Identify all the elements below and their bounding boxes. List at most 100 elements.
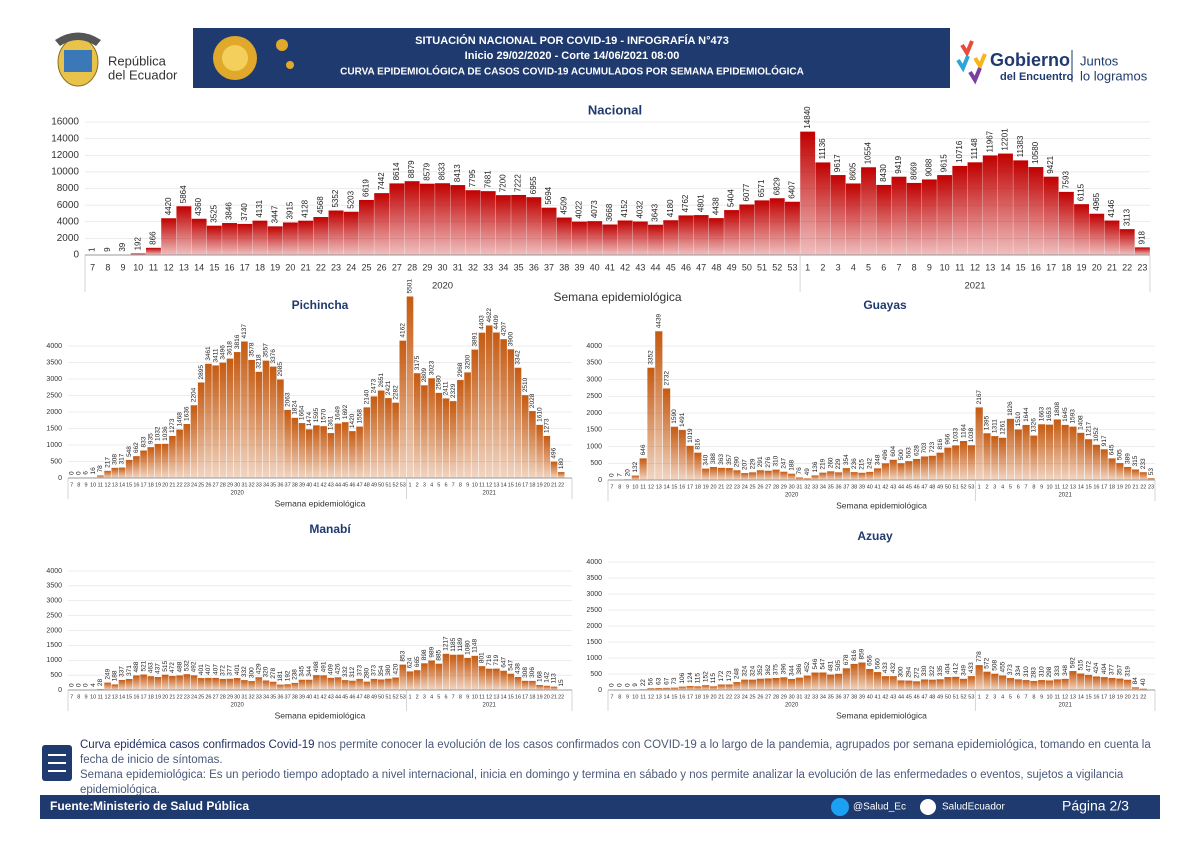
bar	[464, 657, 471, 690]
note-icon	[42, 745, 72, 781]
bar	[928, 679, 936, 690]
value-label: 14840	[803, 106, 812, 129]
x-tick-label: 24	[742, 484, 748, 490]
bar	[891, 176, 907, 255]
bar	[205, 363, 212, 478]
value-label: 500	[898, 449, 905, 460]
x-tick-label: 6	[1017, 694, 1020, 700]
bar	[815, 162, 831, 255]
bar	[442, 398, 450, 478]
value-label: 332	[342, 666, 349, 677]
bar	[975, 407, 983, 480]
value-label: 505	[835, 660, 842, 671]
value-label: 716	[486, 654, 493, 665]
y-tick-label: 2500	[46, 392, 62, 399]
bar	[686, 686, 694, 690]
bar	[237, 223, 253, 255]
x-tick-label: 38	[851, 694, 857, 700]
bar	[905, 680, 913, 690]
bar	[169, 675, 176, 690]
bar	[670, 687, 679, 690]
x-tick-label: 10	[1046, 694, 1052, 700]
value-label: 9	[103, 247, 112, 252]
twitter[interactable]: @Salud_Ec	[853, 802, 906, 813]
bar	[936, 452, 944, 480]
bar	[741, 473, 749, 480]
value-label: 4801	[696, 194, 705, 212]
x-tick-label: 45	[906, 694, 912, 700]
bar	[788, 473, 796, 480]
bar	[1131, 469, 1140, 480]
bar	[1084, 439, 1093, 480]
x-tick-label: 19	[1077, 262, 1087, 272]
x-tick-label: 34	[263, 482, 269, 488]
source-label: Fuente:	[50, 799, 93, 813]
x-tick-label: 34	[263, 694, 269, 700]
x-tick-label: 32	[804, 484, 810, 490]
y-tick-label: 12000	[51, 150, 79, 161]
bar	[435, 183, 450, 255]
bar	[702, 685, 710, 690]
x-tick-label: 20	[1092, 262, 1102, 272]
y-tick-label: 3500	[586, 360, 602, 367]
bar	[648, 224, 663, 255]
bar	[881, 463, 890, 480]
x-tick-label: 33	[256, 482, 262, 488]
x-tick-label: 50	[945, 484, 951, 490]
value-label: 2473	[371, 379, 378, 394]
bar	[233, 352, 241, 478]
bar	[913, 681, 921, 690]
value-label: 16	[90, 467, 97, 475]
bar	[1100, 449, 1108, 480]
x-tick-label: 9	[1040, 694, 1043, 700]
value-label: 315	[1132, 455, 1139, 466]
bar	[146, 247, 161, 255]
x-tick-label: 23	[734, 694, 740, 700]
header-banner	[193, 28, 950, 88]
value-label: 624	[407, 657, 414, 668]
x-tick-label: 22	[726, 694, 732, 700]
value-label: 9419	[894, 155, 903, 173]
x-tick-label: 22	[177, 482, 183, 488]
value-label: 6115	[1077, 183, 1086, 201]
x-tick-label: 7	[896, 262, 901, 272]
x-tick-label: 31	[241, 482, 247, 488]
x-tick-label: 40	[590, 262, 600, 272]
value-label: 322	[929, 665, 936, 676]
x-tick-label: 30	[789, 694, 795, 700]
value-label: 2895	[198, 365, 205, 380]
x-tick-label: 11	[98, 694, 104, 700]
bar	[819, 472, 827, 480]
x-tick-label: 9	[1040, 484, 1043, 490]
x-tick-label: 15	[126, 482, 132, 488]
value-label: 371	[126, 665, 133, 676]
y-tick-label: 1000	[586, 443, 602, 450]
x-tick-label: 21	[301, 262, 311, 272]
bar	[709, 686, 718, 690]
x-tick-label: 35	[828, 694, 834, 700]
bar	[298, 220, 314, 255]
bar	[944, 677, 952, 690]
y-tick-label: 0	[73, 250, 79, 261]
x-tick-label: 26	[757, 694, 763, 700]
bar	[724, 210, 740, 255]
facebook[interactable]: SaludEcuador	[942, 802, 1005, 813]
bar	[356, 678, 363, 690]
value-label: 7681	[483, 170, 492, 188]
bar	[298, 679, 306, 690]
y-tick-label: 3000	[46, 598, 62, 605]
bar	[529, 411, 536, 478]
x-tick-label: 24	[346, 262, 356, 272]
value-label: 207	[741, 459, 748, 470]
x-tick-label: 16	[679, 484, 685, 490]
bar	[421, 385, 428, 478]
y-tick-label: 3500	[46, 359, 62, 366]
value-label: 424	[1093, 662, 1100, 673]
bar	[830, 175, 846, 255]
bar	[1061, 424, 1069, 480]
x-tick-label: 10	[472, 694, 478, 700]
value-label: 1	[88, 247, 97, 252]
x-tick-label: 17	[687, 484, 693, 490]
x-tick-label: 48	[364, 694, 370, 700]
x-tick-label: 17	[1101, 694, 1107, 700]
